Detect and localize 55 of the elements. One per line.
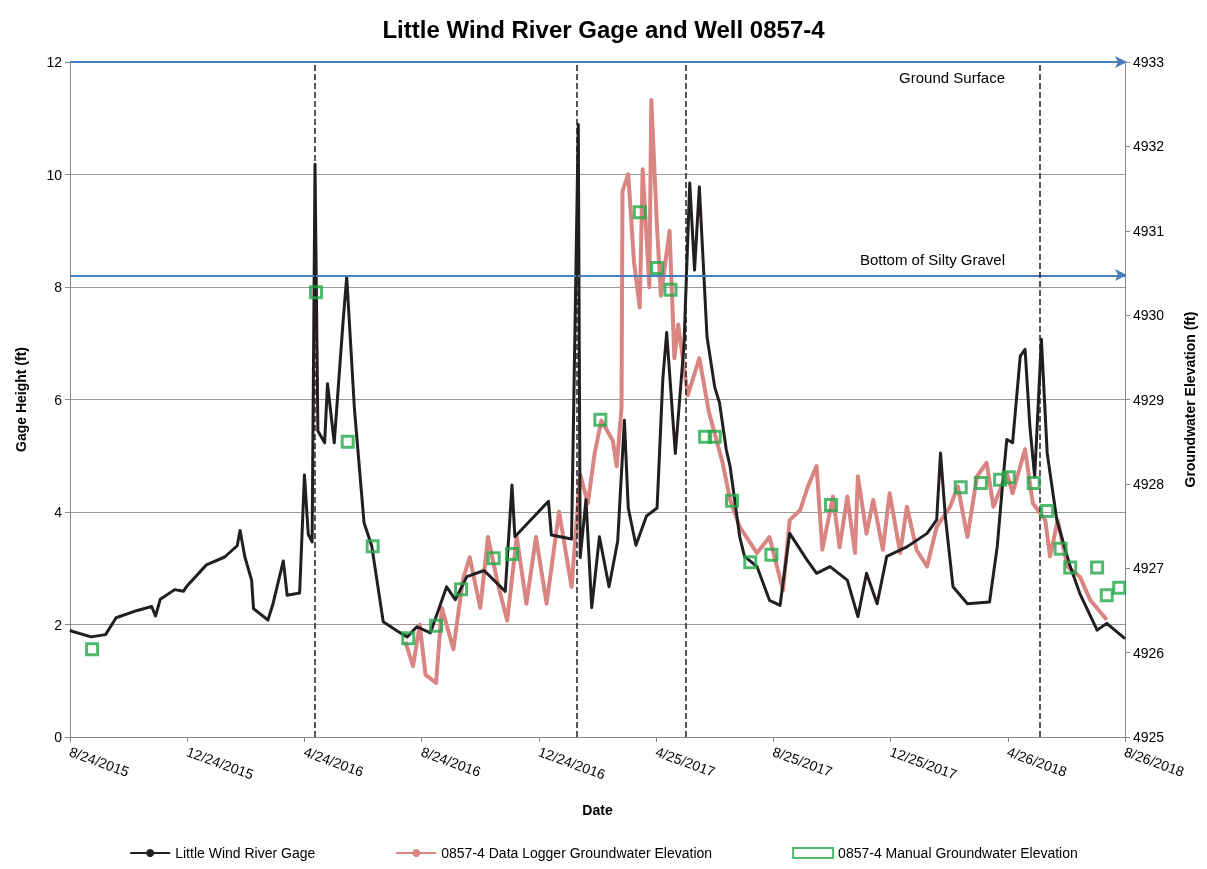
y2-tick-label: 4932 xyxy=(1133,138,1165,155)
point xyxy=(725,493,740,508)
y2-tick-label: 4931 xyxy=(1133,222,1165,239)
point xyxy=(823,497,838,512)
point xyxy=(504,546,519,561)
y2-tick-label: 4927 xyxy=(1133,560,1165,577)
legend-label: Little Wind River Gage xyxy=(175,845,316,861)
y-axis-title: Gage Height (ft) xyxy=(13,347,29,452)
point xyxy=(1040,503,1055,518)
y-tick-label: 2 xyxy=(54,616,63,633)
point xyxy=(486,551,501,566)
y2-tick-label: 4928 xyxy=(1133,475,1165,492)
point xyxy=(764,547,779,562)
point xyxy=(1001,470,1016,485)
y-tick-label: 10 xyxy=(46,166,63,183)
ref-line-label: Ground Surface xyxy=(899,69,1005,86)
x-axis-title: Date xyxy=(582,802,613,818)
y2-tick-label: 4925 xyxy=(1133,729,1165,745)
y2-axis-title: Groundwater Elevation (ft) xyxy=(1182,311,1198,488)
y2-tick-label: 4926 xyxy=(1133,644,1165,661)
chart-title: Little Wind River Gage and Well 0857-4 xyxy=(382,15,826,43)
point xyxy=(85,642,100,657)
point xyxy=(650,260,665,275)
point xyxy=(454,582,469,597)
point xyxy=(632,205,647,220)
point xyxy=(993,472,1008,487)
y2-tick-label: 4930 xyxy=(1133,307,1165,324)
y2-tick-label: 4929 xyxy=(1133,391,1165,408)
point xyxy=(1053,541,1068,556)
point xyxy=(1026,476,1041,491)
point xyxy=(593,412,608,427)
point xyxy=(429,618,444,633)
point xyxy=(365,539,380,554)
y2-tick-label: 4933 xyxy=(1133,54,1165,70)
legend-label: 0857-4 Data Logger Groundwater Elevation xyxy=(441,845,713,861)
point xyxy=(953,480,968,495)
point xyxy=(1112,580,1127,595)
point xyxy=(698,429,713,444)
point xyxy=(340,434,355,449)
y-tick-label: 0 xyxy=(54,729,63,745)
point xyxy=(743,555,758,570)
point xyxy=(308,285,323,300)
point xyxy=(663,282,678,297)
point xyxy=(1099,588,1114,603)
point xyxy=(1090,560,1105,575)
point xyxy=(973,476,988,491)
point xyxy=(1063,560,1078,575)
legend-label: 0857-4 Manual Groundwater Elevation xyxy=(838,845,1078,861)
ref-line-label: Bottom of Silty Gravel xyxy=(859,251,1005,269)
y-tick-label: 8 xyxy=(54,279,63,295)
point xyxy=(401,631,416,646)
y-tick-label: 6 xyxy=(54,391,63,408)
y-tick-label: 4 xyxy=(54,504,63,520)
point xyxy=(707,429,722,444)
y-tick-label: 12 xyxy=(46,54,63,70)
